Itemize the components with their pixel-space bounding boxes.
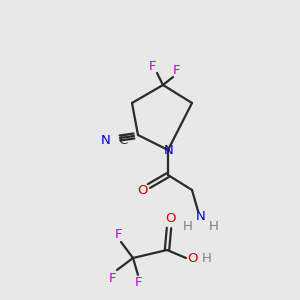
Text: H: H bbox=[202, 251, 212, 265]
Text: N: N bbox=[196, 211, 206, 224]
Text: N: N bbox=[101, 134, 111, 148]
Text: F: F bbox=[109, 272, 117, 284]
Text: H: H bbox=[183, 220, 193, 233]
Text: F: F bbox=[134, 277, 142, 290]
Text: N: N bbox=[164, 143, 174, 157]
Text: H: H bbox=[209, 220, 219, 233]
Text: O: O bbox=[138, 184, 148, 196]
Text: F: F bbox=[114, 229, 122, 242]
Text: F: F bbox=[173, 64, 181, 77]
Text: O: O bbox=[165, 212, 175, 226]
Text: F: F bbox=[149, 61, 157, 74]
Text: C: C bbox=[118, 134, 127, 148]
Text: O: O bbox=[187, 251, 197, 265]
